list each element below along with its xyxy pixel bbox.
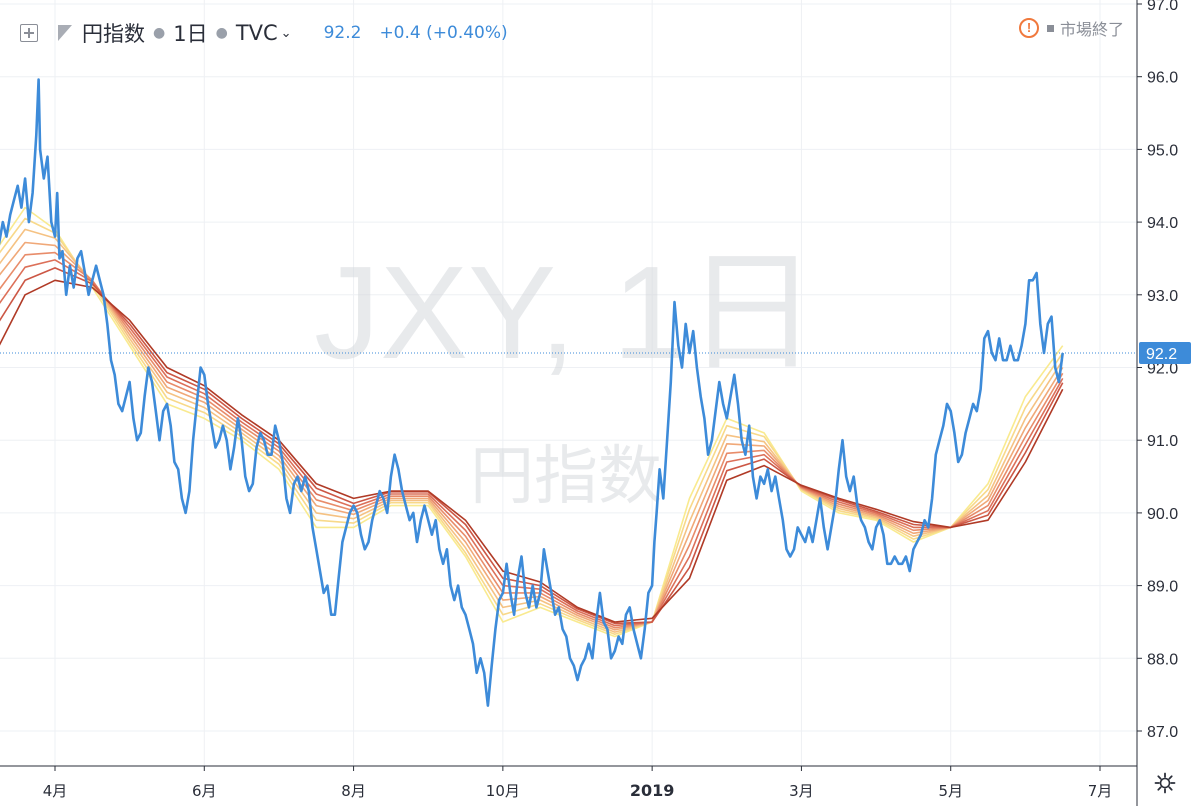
x-tick-label: 6月 — [192, 782, 217, 800]
x-tick-label: 5月 — [938, 782, 963, 800]
legend-header: 円指数 ● 1日 ● TVC ⌄ 92.2 +0.4 (+0.40%) — [0, 18, 508, 48]
price-series — [0, 78, 1064, 707]
ribbon-line-6 — [0, 259, 1064, 627]
ribbon-line-3 — [0, 228, 1064, 633]
ribbon-line-5 — [0, 251, 1064, 629]
ribbon-line-4 — [0, 241, 1064, 631]
ribbon-line-1 — [0, 206, 1064, 638]
y-tick-label: 93.0 — [1147, 288, 1178, 305]
current-price-label: 92.2 — [1139, 341, 1191, 364]
ribbon-lines — [0, 206, 1064, 638]
time-axis[interactable]: 4月 6月 8月 10月 2019 3月 5月 7月 — [0, 765, 1137, 800]
x-tick-label: 4月 — [43, 782, 68, 800]
ribbon-line-7 — [0, 267, 1064, 625]
ribbon-line-2 — [0, 217, 1064, 636]
watermark-name: 円指数 — [470, 440, 662, 514]
x-tick-label: 2019 — [630, 781, 675, 800]
y-tick-label: 90.0 — [1147, 506, 1178, 523]
price-change: +0.4 (+0.40%) — [379, 23, 508, 43]
market-status[interactable]: ! 市場終了 — [1018, 16, 1124, 40]
x-tick-label: 7月 — [1088, 782, 1113, 800]
y-tick-label: 88.0 — [1147, 651, 1178, 668]
ribbon-line-8 — [0, 279, 1064, 623]
watermark-symbol: JXY, 1日 — [314, 239, 818, 386]
symbol-name[interactable]: 円指数 — [82, 22, 145, 46]
exclamation-circle-icon[interactable]: ! — [1018, 18, 1039, 38]
chevron-down-icon[interactable]: ⌄ — [280, 25, 292, 41]
y-tick-label: 91.0 — [1147, 433, 1178, 450]
source-label[interactable]: TVC — [235, 21, 278, 45]
x-tick-label: 8月 — [341, 782, 366, 800]
last-price: 92.2 — [323, 23, 362, 43]
market-status-label: 市場終了 — [1059, 20, 1124, 39]
current-price-badge — [1139, 341, 1191, 364]
y-tick-label: 89.0 — [1147, 579, 1178, 596]
x-tick-label: 10月 — [486, 782, 520, 800]
y-tick-label: 94.0 — [1147, 215, 1178, 232]
status-square-icon — [1046, 24, 1054, 32]
gear-icon[interactable] — [1154, 772, 1176, 794]
y-tick-label: 95.0 — [1147, 142, 1178, 159]
flag-icon[interactable] — [58, 25, 72, 41]
y-tick-label: 96.0 — [1147, 70, 1178, 87]
y-tick-label: 97.0 — [1147, 0, 1178, 14]
separator-dot: ● — [153, 25, 166, 41]
interval-label[interactable]: 1日 — [173, 22, 208, 46]
y-tick-label: 87.0 — [1147, 724, 1178, 741]
y-tick-label: 92.0 — [1147, 361, 1178, 378]
chart-watermark: JXY, 1日 円指数 — [314, 239, 818, 514]
plus-square-icon[interactable] — [20, 24, 38, 42]
price-line — [0, 78, 1064, 707]
current-price-value: 92.2 — [1146, 346, 1177, 363]
separator-dot: ● — [215, 25, 228, 41]
price-axis[interactable]: 97.0 96.0 95.0 94.0 93.0 92.0 91.0 90.0 89.0 88.0… — [1136, 0, 1178, 806]
x-tick-label: 3月 — [789, 782, 814, 800]
